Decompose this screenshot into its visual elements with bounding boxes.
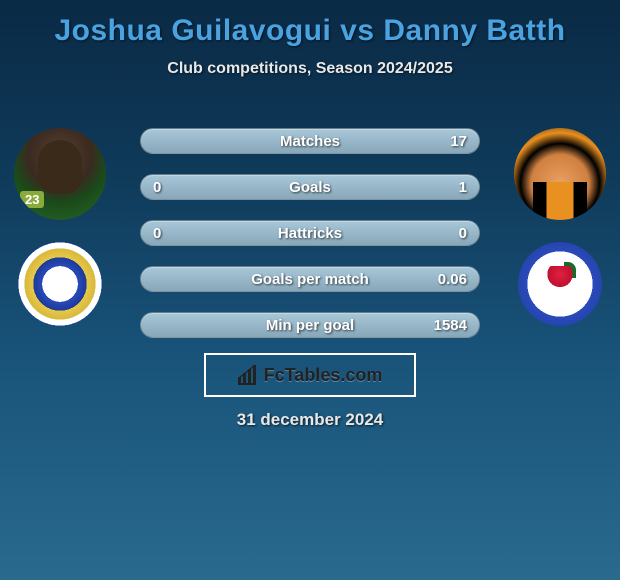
branding-text: FcTables.com [264, 365, 383, 386]
stats-container: Matches 17 0 Goals 1 0 Hattricks 0 Goals… [140, 128, 480, 338]
stat-row-goals-per-match: Goals per match 0.06 [140, 266, 480, 292]
bar-chart-icon [238, 365, 260, 385]
stat-right-value: 0.06 [438, 271, 467, 288]
page-subtitle: Club competitions, Season 2024/2025 [0, 60, 620, 78]
stat-row-hattricks: 0 Hattricks 0 [140, 220, 480, 246]
stat-row-min-per-goal: Min per goal 1584 [140, 312, 480, 338]
player2-avatar [514, 128, 606, 220]
stat-left-value: 0 [153, 225, 161, 242]
player2-club-badge [518, 242, 602, 326]
left-column: 23 [10, 128, 110, 326]
page-title: Joshua Guilavogui vs Danny Batth [0, 0, 620, 48]
stat-right-value: 17 [450, 133, 467, 150]
stat-right-value: 1584 [434, 317, 467, 334]
stat-row-goals: 0 Goals 1 [140, 174, 480, 200]
player1-club-badge [18, 242, 102, 326]
date-text: 31 december 2024 [0, 410, 620, 430]
stat-left-value: 0 [153, 179, 161, 196]
stat-row-matches: Matches 17 [140, 128, 480, 154]
right-column [510, 128, 610, 326]
player1-avatar: 23 [14, 128, 106, 220]
stat-right-value: 1 [459, 179, 467, 196]
stat-label: Goals [141, 179, 479, 196]
player1-jersey-number: 23 [20, 191, 44, 208]
stat-right-value: 0 [459, 225, 467, 242]
stat-label: Matches [141, 133, 479, 150]
branding-box: FcTables.com [204, 353, 416, 397]
stat-label: Min per goal [141, 317, 479, 334]
stat-label: Goals per match [141, 271, 479, 288]
stat-label: Hattricks [141, 225, 479, 242]
